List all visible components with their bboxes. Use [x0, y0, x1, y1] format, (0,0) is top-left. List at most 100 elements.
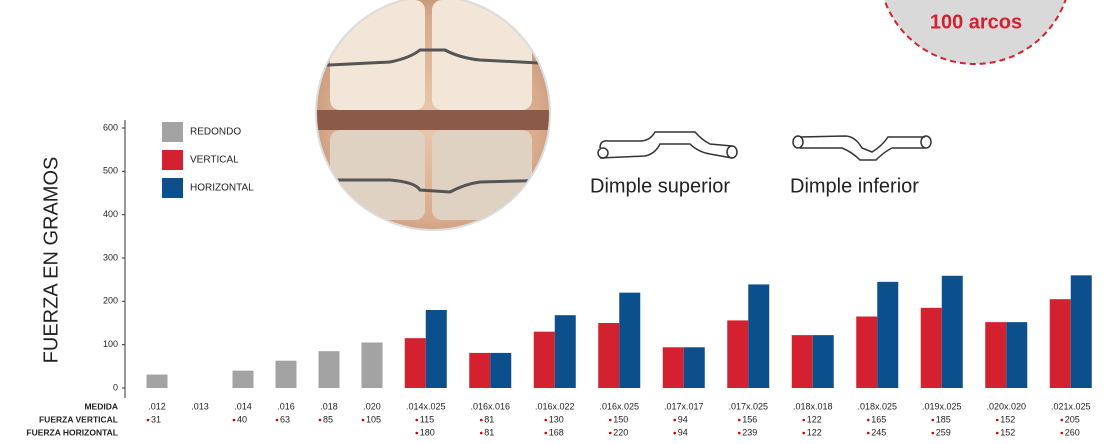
bar [985, 322, 1007, 388]
bar [361, 342, 383, 388]
bullet [1060, 431, 1064, 435]
bullet [737, 431, 741, 435]
bar [318, 351, 340, 388]
bullet [479, 431, 483, 435]
bullet [802, 418, 806, 422]
bullet [608, 431, 612, 435]
y-tick-label: 0 [113, 382, 118, 392]
value-label: 105 [366, 414, 381, 424]
bar [533, 331, 555, 388]
legend-swatch [162, 122, 183, 142]
photo [315, 0, 551, 231]
value-label: 239 [742, 427, 757, 437]
bullet [318, 418, 322, 422]
value-label: 94 [678, 427, 688, 437]
legend-label: VERTICAL [190, 155, 239, 166]
y-tick-label: 100 [103, 339, 118, 349]
bar [748, 284, 770, 388]
bullet [608, 418, 612, 422]
bullet [275, 418, 279, 422]
value-label: 220 [613, 427, 628, 437]
value-label: 185 [936, 414, 951, 424]
y-axis-label: FUERZA EN GRAMOS [40, 157, 62, 364]
bullet [802, 431, 806, 435]
bar [812, 335, 834, 388]
badge: 100 arcos [883, 0, 1067, 65]
bar [920, 307, 942, 388]
legend-swatch [162, 178, 183, 198]
x-tick-label: .016x.022 [535, 401, 575, 411]
x-tick-label: .014 [234, 401, 252, 411]
bar [1070, 275, 1092, 388]
bullet [737, 418, 741, 422]
value-label: 165 [871, 414, 886, 424]
x-tick-label: .017x.017 [664, 401, 704, 411]
y-tick-label: 400 [103, 209, 118, 219]
y-tick-label: 500 [103, 166, 118, 176]
bar [877, 281, 899, 388]
bullet [673, 431, 677, 435]
bullet [931, 431, 935, 435]
y-tick-label: 300 [103, 252, 118, 262]
bar [1006, 322, 1028, 388]
x-tick-label: .019x.025 [922, 401, 962, 411]
x-tick-label: .018x.018 [793, 401, 833, 411]
y-tick-label: 600 [103, 122, 118, 132]
x-tick-label: .016x.025 [599, 401, 639, 411]
bar [598, 323, 620, 388]
value-label: 40 [237, 414, 247, 424]
legend-label: HORIZONTAL [190, 183, 254, 194]
bullet [415, 431, 419, 435]
x-tick-label: .020 [363, 401, 381, 411]
x-tick-label: .016 [277, 401, 295, 411]
value-label: 115 [420, 414, 434, 424]
value-label: 260 [1065, 427, 1080, 437]
bar [490, 352, 512, 388]
bar [469, 352, 491, 388]
value-label: 180 [420, 427, 435, 437]
x-tick-label: .021x.025 [1051, 401, 1091, 411]
bar [425, 310, 447, 388]
x-tick-label: .013 [191, 401, 209, 411]
badge-text: 100 arcos [930, 11, 1022, 33]
legend-swatch [162, 150, 183, 170]
bar [619, 292, 641, 388]
bar [683, 347, 705, 388]
value-label: 150 [613, 414, 628, 424]
bar [232, 370, 254, 388]
bullet [995, 418, 999, 422]
row-label: MEDIDA [84, 401, 118, 411]
value-label: 94 [678, 414, 688, 424]
bar [727, 320, 749, 388]
value-label: 122 [807, 427, 822, 437]
x-tick-label: .012 [148, 401, 166, 411]
bar [856, 316, 878, 388]
bullet [146, 418, 150, 422]
bar [1049, 299, 1071, 388]
value-label: 31 [151, 414, 161, 424]
value-label: 81 [484, 427, 494, 437]
bar [404, 338, 426, 388]
bullet [479, 418, 483, 422]
bullet [673, 418, 677, 422]
value-label: 63 [280, 414, 290, 424]
bullet [995, 431, 999, 435]
value-label: 130 [549, 414, 564, 424]
bullet [232, 418, 236, 422]
bar [662, 347, 684, 388]
bullet [931, 418, 935, 422]
x-tick-label: .018x.025 [857, 401, 897, 411]
bullet [544, 418, 548, 422]
bar [275, 360, 297, 388]
annotation: Dimple superior [590, 175, 730, 197]
bullet [866, 418, 870, 422]
dimple-icons [597, 131, 932, 161]
bar [146, 374, 168, 388]
value-label: 205 [1065, 414, 1080, 424]
row-label: FUERZA VERTICAL [39, 414, 118, 424]
value-label: 81 [484, 414, 494, 424]
bar [791, 335, 813, 388]
x-tick-label: .017x.025 [728, 401, 768, 411]
value-label: 152 [1000, 414, 1015, 424]
